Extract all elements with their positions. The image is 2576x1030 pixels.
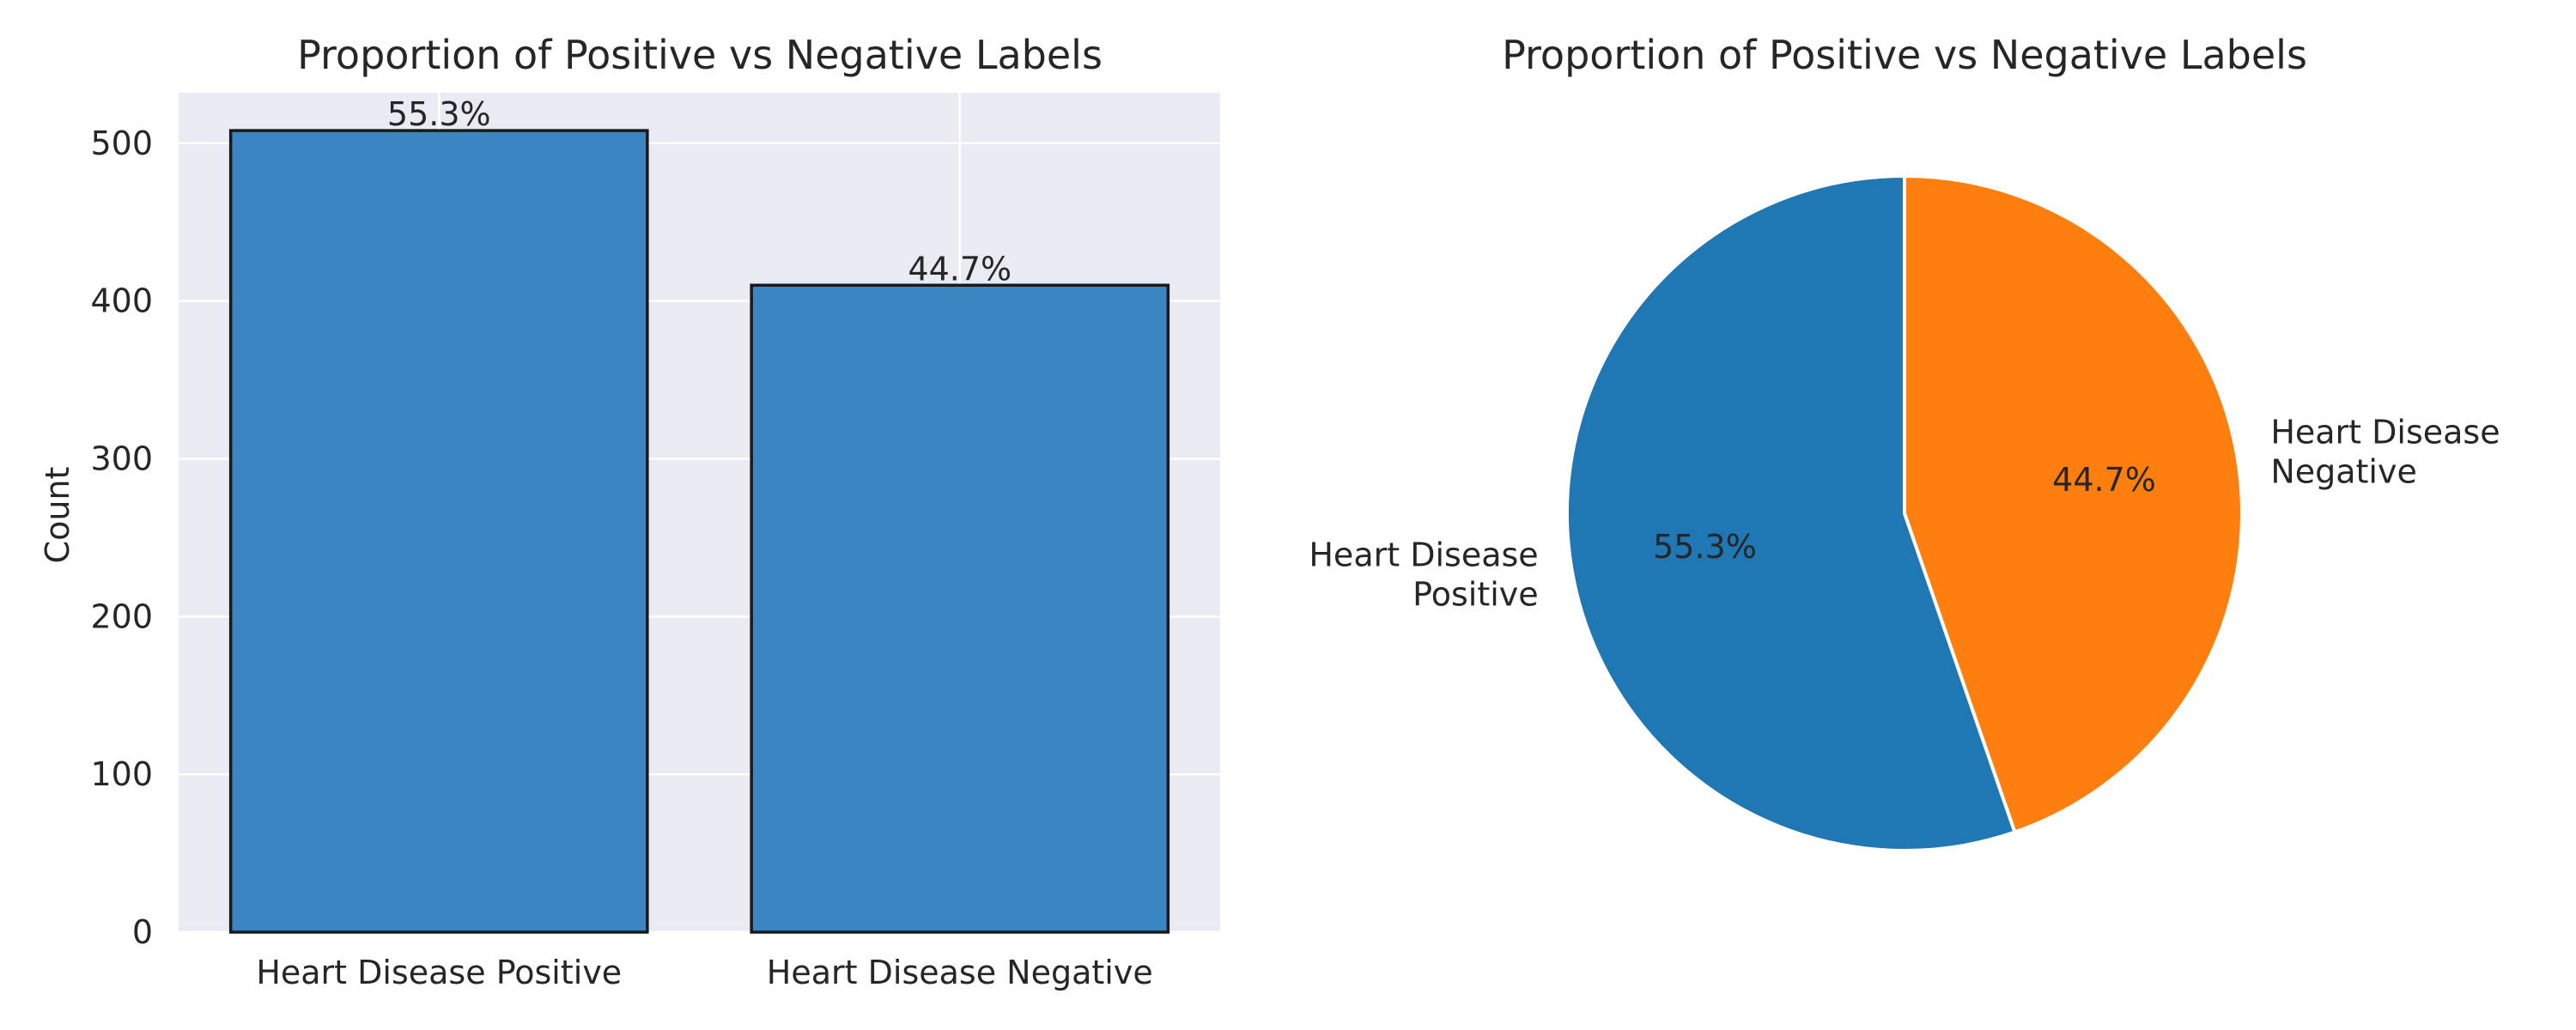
bar-chart-title: Proportion of Positive vs Negative Label…: [297, 32, 1103, 78]
bar-y-tick-label: 500: [90, 124, 153, 162]
bar-data-label: 44.7%: [908, 250, 1012, 288]
bar-y-axis-label: Count: [39, 467, 76, 564]
pie-slices: [1565, 173, 2244, 852]
bar-y-tick-label: 0: [132, 913, 153, 951]
bar-x-tick-labels: Heart Disease Positive Heart Disease Nega…: [256, 954, 1152, 991]
pie-category-label-line: Heart Disease: [1309, 536, 1538, 574]
bar: [750, 283, 1170, 934]
bar-chart: Proportion of Positive vs Negative Label…: [39, 32, 1220, 991]
pie-percent-labels: 55.3% 44.7%: [1653, 461, 2156, 566]
bar-y-tick-label: 100: [90, 755, 153, 793]
bar-y-tick-label: 400: [90, 282, 153, 320]
bar-y-tick-label: 200: [90, 597, 153, 635]
pie-chart-title: Proportion of Positive vs Negative Label…: [1502, 32, 2307, 78]
pie-chart: Proportion of Positive vs Negative Label…: [1309, 32, 2500, 852]
pie-category-label-line: Heart Disease: [2270, 413, 2500, 451]
bar-x-tick-label: Heart Disease Negative: [767, 954, 1153, 991]
bar: [228, 129, 649, 934]
pie-category-label: Heart Disease Positive: [1309, 536, 1538, 614]
bar-data-label: 55.3%: [387, 95, 491, 133]
bar-y-tick-label: 300: [90, 439, 153, 477]
pie-slice: [1903, 173, 2244, 834]
pie-percent-label: 55.3%: [1653, 528, 1757, 566]
pie-category-label-line: Positive: [1413, 576, 1539, 614]
pie-category-label: Heart Disease Negative: [2270, 413, 2500, 490]
pie-category-label-line: Negative: [2270, 452, 2417, 490]
bar-series: [228, 129, 1170, 934]
pie-percent-label: 44.7%: [2052, 461, 2156, 499]
bar-x-tick-label: Heart Disease Positive: [256, 954, 622, 991]
bar-data-labels: 55.3% 44.7%: [387, 95, 1012, 288]
bar-y-tick-labels: 0 100 200 300 400 500: [90, 124, 153, 951]
